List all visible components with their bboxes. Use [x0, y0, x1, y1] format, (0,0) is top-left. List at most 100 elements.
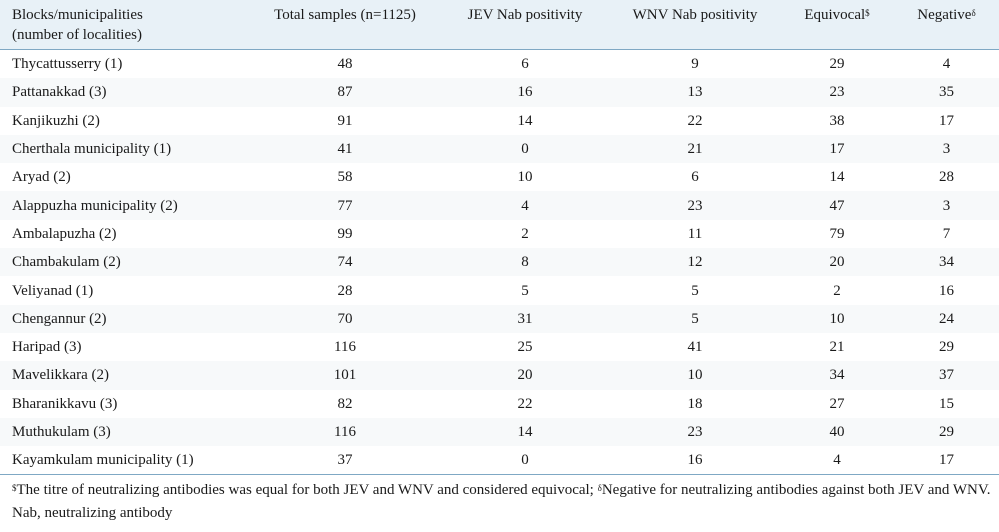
value-cell: 28: [939, 169, 954, 186]
value-cell: 79: [829, 225, 845, 242]
value-cell: 20: [440, 361, 610, 390]
value-cell: 16: [440, 78, 610, 107]
value-cell: 82: [337, 395, 353, 412]
row-label-cell: Alappuzha municipality (2): [0, 191, 250, 220]
value-cell: 21: [610, 134, 780, 164]
column-header-label: Total samples (n=1125): [274, 7, 416, 23]
value-cell: 37: [337, 452, 353, 469]
row-label-cell: Aryad (2): [12, 169, 71, 186]
value-cell: 6: [691, 169, 699, 186]
value-cell: 34: [780, 361, 894, 390]
value-cell: 20: [780, 248, 894, 277]
column-header: JEV Nab positivity: [440, 0, 610, 50]
value-cell: 2: [521, 225, 529, 242]
table-row: Bharanikkavu (3) 82 22 18 27 15: [0, 390, 999, 418]
value-cell: 6: [521, 56, 529, 73]
value-cell: 0: [521, 452, 529, 469]
footnote-symbol-negative: δ: [597, 483, 602, 494]
table-row: Chambakulam (2) 74 8 12 20 34: [0, 248, 999, 277]
value-cell: 5: [691, 282, 699, 299]
column-header: Blocks/municipalities (number of localiti…: [0, 0, 250, 50]
value-cell: 16: [939, 282, 954, 299]
value-cell: 35: [894, 78, 999, 107]
value-cell: 29: [939, 339, 954, 356]
value-cell: 3: [894, 191, 999, 220]
row-label-cell: Chengannur (2): [0, 304, 250, 333]
row-label-cell: Ambalapuzha (2): [12, 225, 117, 242]
row-label-cell: Muthukulam (3): [0, 417, 250, 447]
value-cell: 29: [894, 417, 999, 447]
value-cell: 12: [610, 248, 780, 277]
value-cell: 77: [250, 191, 440, 220]
table-header: Blocks/municipalities (number of localiti…: [0, 0, 999, 50]
value-cell: 18: [687, 395, 703, 412]
footnote-symbol-equivocal: $: [12, 483, 17, 494]
value-cell: 29: [829, 56, 845, 73]
value-cell: 14: [517, 112, 533, 129]
row-label-cell: Haripad (3): [12, 339, 82, 356]
value-cell: 87: [250, 78, 440, 107]
column-header-label: JEV Nab positivity: [467, 7, 583, 23]
value-cell: 17: [939, 452, 954, 469]
value-cell: 7: [942, 225, 951, 242]
table-row: Cherthala municipality (1) 41 0 21 17 3: [0, 134, 999, 164]
value-cell: 91: [337, 112, 353, 129]
value-cell: 10: [610, 361, 780, 390]
row-label-cell: Chambakulam (2): [0, 248, 250, 277]
header-row: Blocks/municipalities (number of localiti…: [0, 0, 999, 50]
row-label-cell: Pattanakkad (3): [0, 78, 250, 107]
seroprevalence-table: Blocks/municipalities (number of localiti…: [0, 0, 999, 474]
row-label-cell: Cherthala municipality (1): [0, 134, 250, 164]
row-label-cell: Thycattusserry (1): [12, 56, 123, 73]
value-cell: 9: [691, 56, 699, 73]
value-cell: 34: [894, 248, 999, 277]
column-header-sublabel: (number of localities): [12, 27, 142, 43]
table-row: Haripad (3) 116 25 41 21 29: [0, 333, 999, 361]
value-cell: 58: [337, 169, 353, 186]
value-cell: 41: [687, 339, 703, 356]
value-cell: 21: [829, 339, 845, 356]
value-cell: 41: [250, 134, 440, 164]
value-cell: 48: [337, 56, 353, 73]
value-cell: 116: [334, 339, 356, 356]
value-cell: 4: [440, 191, 610, 220]
column-header: WNV Nab positivity: [610, 0, 780, 50]
value-cell: 28: [337, 282, 353, 299]
table-row: Ambalapuzha (2) 99 2 11 79 7: [0, 220, 999, 248]
value-cell: 101: [250, 361, 440, 390]
column-header: Negativeδ: [894, 0, 999, 50]
table-footnote: $The titre of neutralizing antibodies wa…: [0, 474, 999, 525]
value-cell: 70: [250, 304, 440, 333]
value-cell: 23: [610, 417, 780, 447]
value-cell: 17: [780, 134, 894, 164]
column-header-label: Negative: [917, 7, 972, 23]
footnote-text-equivocal: The titre of neutralizing antibodies was…: [16, 482, 598, 499]
row-label-cell: Kayamkulam municipality (1): [12, 452, 194, 469]
value-cell: 74: [250, 248, 440, 277]
value-cell: 3: [894, 134, 999, 164]
value-cell: 37: [894, 361, 999, 390]
value-cell: 4: [942, 56, 951, 73]
value-cell: 22: [517, 395, 533, 412]
column-header: Equivocal$: [780, 0, 894, 50]
value-cell: 24: [894, 304, 999, 333]
table-row: Chengannur (2) 70 31 5 10 24: [0, 304, 999, 333]
value-cell: 14: [829, 169, 845, 186]
row-label-cell: Mavelikkara (2): [0, 361, 250, 390]
column-header-label: Blocks/municipalities: [12, 7, 143, 23]
value-cell: 25: [517, 339, 533, 356]
value-cell: 116: [250, 417, 440, 447]
column-header-footnote-symbol: $: [865, 8, 870, 18]
footnote-text-negative: Negative for neutralizing antibodies aga…: [12, 482, 991, 522]
value-cell: 11: [687, 225, 703, 242]
table-row: Pattanakkad (3) 87 16 13 23 35: [0, 78, 999, 107]
table-row: Alappuzha municipality (2) 77 4 23 47 3: [0, 191, 999, 220]
table-row: Kayamkulam municipality (1) 37 0 16 4 17: [0, 446, 999, 474]
table-row: Kanjikuzhi (2) 91 14 22 38 17: [0, 107, 999, 135]
value-cell: 40: [780, 417, 894, 447]
value-cell: 0: [440, 134, 610, 164]
value-cell: 22: [687, 112, 703, 129]
value-cell: 8: [440, 248, 610, 277]
row-label-cell: Bharanikkavu (3): [12, 395, 118, 412]
value-cell: 47: [780, 191, 894, 220]
